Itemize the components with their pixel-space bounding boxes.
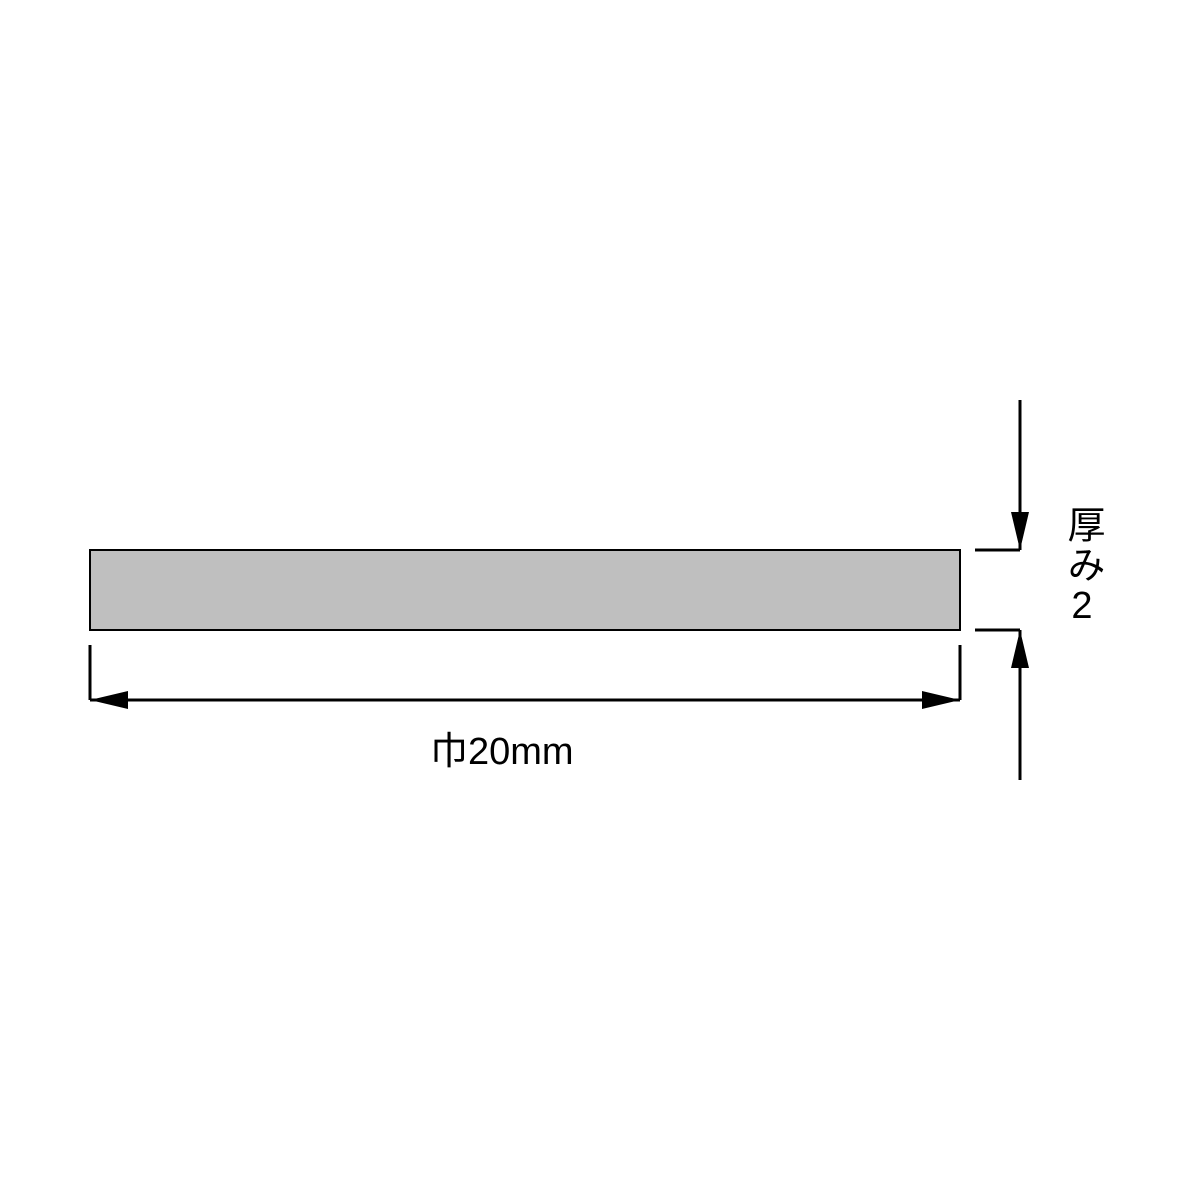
width-arrowhead-right	[922, 691, 960, 709]
technical-diagram: 巾20mm 厚み2	[0, 0, 1200, 1200]
thickness-dimension-label: 厚み2	[1055, 505, 1110, 629]
flat-bar-profile	[90, 550, 960, 630]
width-arrowhead-left	[90, 691, 128, 709]
width-dimension-label: 巾20mm	[430, 720, 574, 775]
diagram-svg	[0, 0, 1200, 1200]
thickness-arrowhead-top	[1011, 512, 1029, 550]
thickness-arrowhead-bottom	[1011, 630, 1029, 668]
